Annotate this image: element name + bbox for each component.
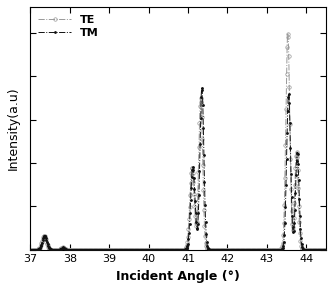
- Line: TM: TM: [29, 86, 327, 251]
- TE: [28, 248, 32, 251]
- TE: [136, 248, 140, 251]
- TE: [43, 235, 47, 239]
- TE: [324, 248, 328, 251]
- X-axis label: Incident Angle (°): Incident Angle (°): [116, 270, 240, 283]
- TE: [216, 248, 220, 251]
- TE: [116, 248, 120, 251]
- TE: [203, 239, 207, 242]
- Line: TE: TE: [29, 31, 328, 251]
- TM: [136, 248, 140, 251]
- TM: [216, 248, 220, 251]
- TM: [200, 85, 204, 89]
- TM: [203, 215, 207, 219]
- Legend: TE, TM: TE, TM: [34, 10, 104, 43]
- TM: [324, 248, 328, 251]
- TM: [263, 248, 267, 251]
- TM: [28, 248, 32, 251]
- TM: [248, 248, 252, 251]
- TE: [286, 31, 290, 35]
- TE: [248, 248, 252, 251]
- TM: [117, 248, 121, 251]
- TE: [263, 248, 267, 251]
- TM: [43, 235, 47, 238]
- Y-axis label: Intensity(a.u): Intensity(a.u): [7, 86, 20, 170]
